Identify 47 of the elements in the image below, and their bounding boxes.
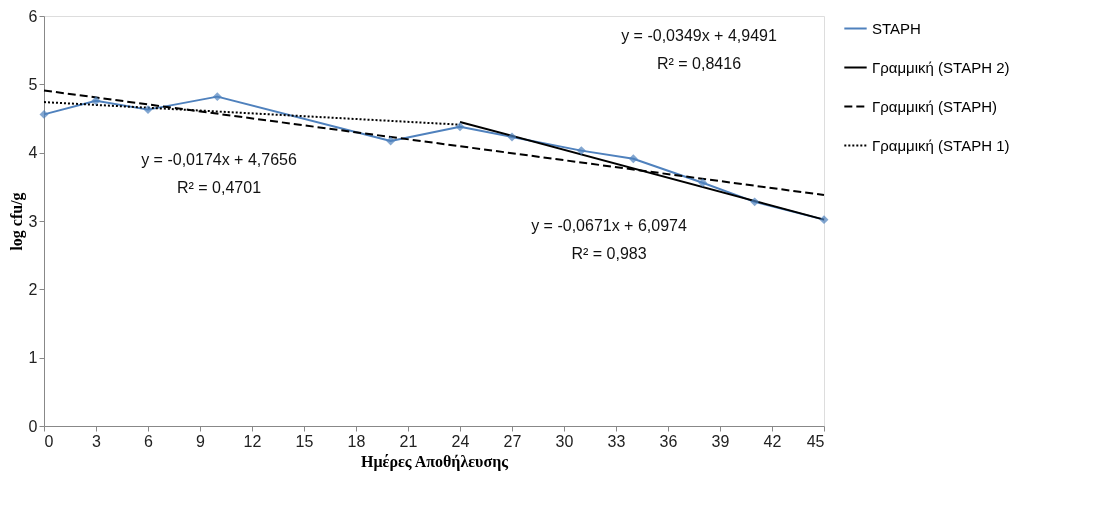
annotation: R² = 0,983 — [571, 245, 647, 262]
x-tick-label: 9 — [196, 432, 206, 450]
y-tick-label: 5 — [28, 75, 38, 93]
point — [455, 122, 465, 132]
x-tick-label: 0 — [44, 432, 54, 450]
point — [143, 105, 153, 115]
x-tick-label: 42 — [763, 432, 782, 450]
point — [819, 215, 829, 225]
y-tick-label: 1 — [28, 349, 38, 367]
x-tick-label: 36 — [659, 432, 678, 450]
y-tick-label: 3 — [28, 212, 38, 230]
point — [698, 178, 708, 188]
x-tick-label: 3 — [92, 432, 102, 450]
legend-label: Γραμμική (STAPH) — [872, 97, 997, 115]
x-tick-label: 45 — [806, 432, 825, 450]
x-tick-label: 21 — [399, 432, 418, 450]
legend-label: Γραμμική (STAPH 1) — [872, 136, 1010, 154]
y-tick-label: 0 — [28, 417, 38, 435]
annotation: y = -0,0671x + 6,0974 — [531, 217, 687, 234]
point — [628, 154, 638, 164]
x-axis-title: Ημέρες Αποθήλευσης — [361, 452, 509, 471]
legend-label: Γραμμική (STAPH 2) — [872, 58, 1010, 76]
point — [507, 132, 517, 142]
x-tick-label: 33 — [607, 432, 626, 450]
x-tick-label: 30 — [555, 432, 574, 450]
point — [576, 146, 586, 156]
annotation: R² = 0,8416 — [656, 55, 742, 72]
x-tick-label: 12 — [243, 432, 262, 450]
x-tick-label: 18 — [347, 432, 366, 450]
point — [750, 197, 760, 207]
x-tick-label: 24 — [451, 432, 470, 450]
y-tick-label: 4 — [28, 144, 38, 162]
x-tick-label: 15 — [295, 432, 314, 450]
x-tick-label: 27 — [503, 432, 522, 450]
y-tick-label: 2 — [28, 280, 38, 298]
y-axis-title: log cfu/g — [7, 192, 26, 251]
x-tick-label: 39 — [711, 432, 730, 450]
x-tick-label: 6 — [144, 432, 154, 450]
annotation: R² = 0,4701 — [176, 179, 262, 196]
point — [212, 92, 222, 102]
legend-label: STAPH — [872, 19, 921, 37]
annotation: y = -0,0174x + 4,7656 — [141, 151, 297, 168]
point — [91, 96, 101, 106]
point — [39, 109, 49, 119]
annotation: y = -0,0349x + 4,9491 — [621, 27, 777, 44]
point — [386, 136, 396, 146]
y-tick-label: 6 — [28, 7, 38, 25]
